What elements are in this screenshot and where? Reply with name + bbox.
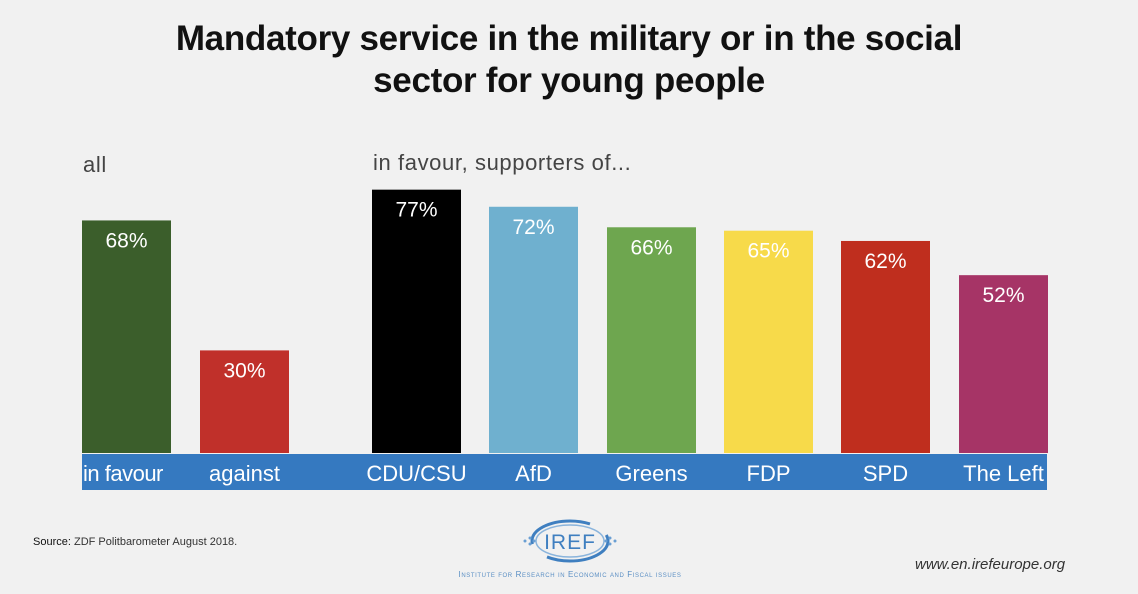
bar-the-left <box>959 275 1048 453</box>
data-label: 62% <box>864 250 906 273</box>
website-link[interactable]: www.en.irefeurope.org <box>915 556 1066 573</box>
data-label: 30% <box>223 359 265 382</box>
category-label: SPD <box>863 461 908 486</box>
category-label: CDU/CSU <box>366 461 466 486</box>
bar-cdu-csu <box>372 189 461 453</box>
data-label: 65% <box>747 240 789 263</box>
source-text: ZDF Politbarometer August 2018. <box>73 536 238 548</box>
category-label: in favour <box>83 461 163 486</box>
chart-title: Mandatory service in the military or in … <box>0 18 1138 102</box>
bar-fdp <box>724 230 813 453</box>
group-label-all: all <box>83 152 107 177</box>
category-label: AfD <box>515 461 552 486</box>
category-label: Greens <box>615 461 687 486</box>
logo-subtitle: Institute for Research in Economic and F… <box>458 570 682 579</box>
bar-in-favour <box>82 220 171 453</box>
bar-against <box>200 350 289 453</box>
logo-text: IREF <box>544 531 596 554</box>
logo-emblem-icon: IREF <box>523 519 617 563</box>
data-label: 72% <box>512 216 554 239</box>
bar-afd <box>489 206 578 453</box>
category-label: The Left <box>963 461 1044 486</box>
bar-greens <box>607 227 696 453</box>
title-line-2: sector for young people <box>373 61 765 100</box>
data-label: 66% <box>630 236 672 259</box>
bar-spd <box>841 240 930 453</box>
data-label: 68% <box>105 229 147 252</box>
title-line-1: Mandatory service in the military or in … <box>175 19 963 58</box>
data-label: 77% <box>395 199 437 222</box>
source-label: Source: <box>33 536 71 548</box>
source-note: Source: ZDF Politbarometer August 2018. <box>33 536 237 548</box>
category-label: FDP <box>747 461 791 486</box>
iref-logo: IREF Institute for Research in Economic … <box>420 515 720 585</box>
data-label: 52% <box>982 284 1024 307</box>
category-axis-band <box>82 454 1047 490</box>
category-label: against <box>209 461 280 486</box>
group-label-supporters: in favour, supporters of... <box>373 150 632 175</box>
